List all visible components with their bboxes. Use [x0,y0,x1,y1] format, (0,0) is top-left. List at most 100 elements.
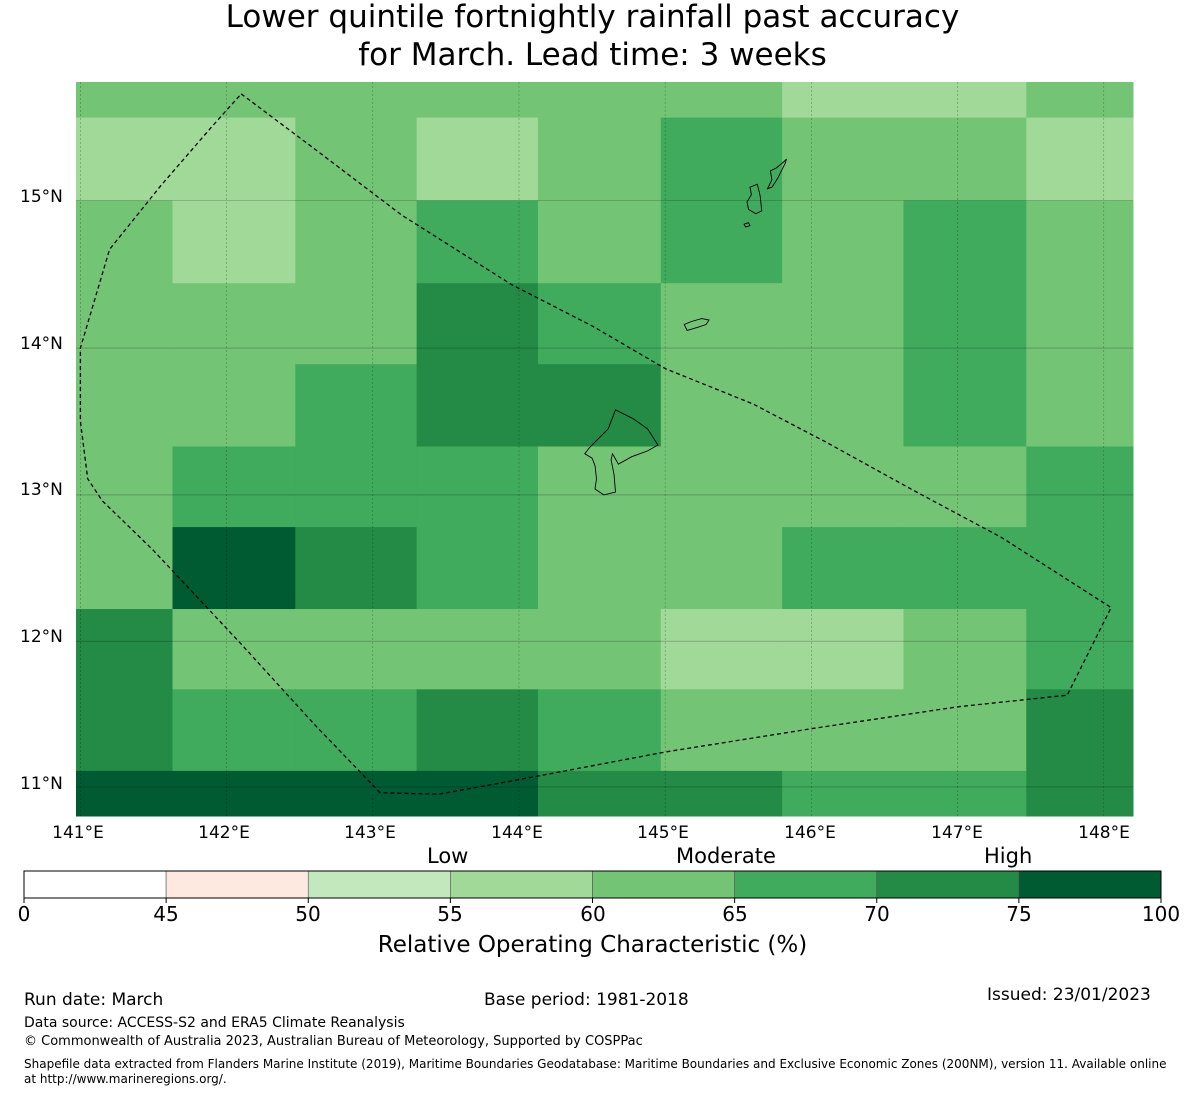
grid-cell [903,770,1027,817]
colorbar-category-high: High [984,844,1033,868]
grid-cell [660,527,783,610]
grid-cell [537,200,662,284]
grid-cell [295,770,418,817]
grid-cell [660,283,783,365]
grid-cell [76,82,173,119]
grid-cell [416,689,539,772]
colorbar-segment [592,870,735,899]
grid-cell [903,117,1027,202]
grid-cell [903,82,1027,119]
grid-cell [660,200,783,284]
grid-cell [76,609,173,690]
grid-cell [782,689,904,772]
grid-cell [903,364,1027,447]
grid-cell [295,117,418,202]
grid-cell [416,283,539,365]
grid-cell [537,446,662,528]
grid-cell [76,283,173,365]
grid-cell [1026,364,1134,447]
base-period: Base period: 1981-2018 [484,990,689,1010]
colorbar-tick: 55 [437,902,463,926]
island-coastline [746,183,763,215]
data-source: Data source: ACCESS-S2 and ERA5 Climate … [24,1015,405,1031]
lon-label-147e: 147°E [931,823,983,843]
grid-cell [782,82,904,119]
grid-cell [76,117,173,202]
island-coastline [743,222,751,228]
grid-cell [660,117,783,202]
grid-cell [537,527,662,610]
grid-cell [172,527,296,610]
grid-cell [782,283,904,365]
grid-cell [76,527,173,610]
grid-cell [660,770,783,817]
grid-cell [172,283,296,365]
colorbar-category-moderate: Moderate [676,844,776,868]
grid-cell [660,364,783,447]
colorbar-segment [450,870,593,899]
grid-cell [172,770,296,817]
island-coastline [584,409,659,496]
grid-cell [903,609,1027,690]
map-title-line-2: for March. Lead time: 3 weeks [358,37,827,73]
colorbar-segment [734,870,878,899]
lon-label-143e: 143°E [344,823,396,843]
grid-cell [295,283,418,365]
grid-cell [782,609,904,690]
grid-cell [76,689,173,772]
grid-cell [660,689,783,772]
colorbar-tick: 65 [722,902,748,926]
colorbar-tick: 45 [153,902,179,926]
grid-cell [76,200,173,284]
grid-cell [416,770,539,817]
eez-boundary [79,93,1112,795]
map-title-line-1: Lower quintile fortnightly rainfall past… [225,0,960,35]
grid-cell [295,82,418,119]
colorbar-tick: 60 [580,902,606,926]
issued-date: Issued: 23/01/2023 [987,985,1151,1005]
grid-cell [1026,689,1134,772]
colorbar-segment [876,870,1020,899]
grid-cell [76,364,173,447]
lat-label-12n: 12°N [20,627,63,647]
grid-cell [537,689,662,772]
grid-cell [782,527,904,610]
grid-cell [295,200,418,284]
grid-cell [295,609,418,690]
colorbar [23,870,1162,903]
grid-cell [660,609,783,690]
grid-cell [76,446,173,528]
grid-cell [172,689,296,772]
colorbar-segment [307,870,451,899]
grid-cell [903,527,1027,610]
grid-cell [537,82,662,119]
grid-cell [172,82,296,119]
grid-cell [172,364,296,447]
grid-cell [537,770,662,817]
colorbar-tick: 100 [1141,902,1181,926]
lon-label-145e: 145°E [637,823,689,843]
colorbar-label: Relative Operating Characteristic (%) [377,932,808,958]
island-coastline [683,318,710,331]
grid-cell [416,527,539,610]
grid-cell [1026,527,1134,610]
copyright: © Commonwealth of Australia 2023, Austra… [24,1034,643,1049]
grid-cell [782,770,904,817]
grid-cell [660,446,783,528]
grid-cell [295,446,418,528]
lat-label-14n: 14°N [20,334,63,354]
grid-cell [782,200,904,284]
grid-cell [1026,446,1134,528]
grid-cell [537,364,662,447]
colorbar-tick: 0 [17,902,31,926]
grid-cell [1026,770,1134,817]
colorbar-segment [23,870,167,899]
grid-cell [295,527,418,610]
rainfall-accuracy-map [76,82,1134,817]
grid-cell [416,82,539,119]
grid-cell [782,364,904,447]
grid-cell [416,609,539,690]
grid-cell [903,200,1027,284]
lon-label-142e: 142°E [198,823,250,843]
grid-cell [537,117,662,202]
